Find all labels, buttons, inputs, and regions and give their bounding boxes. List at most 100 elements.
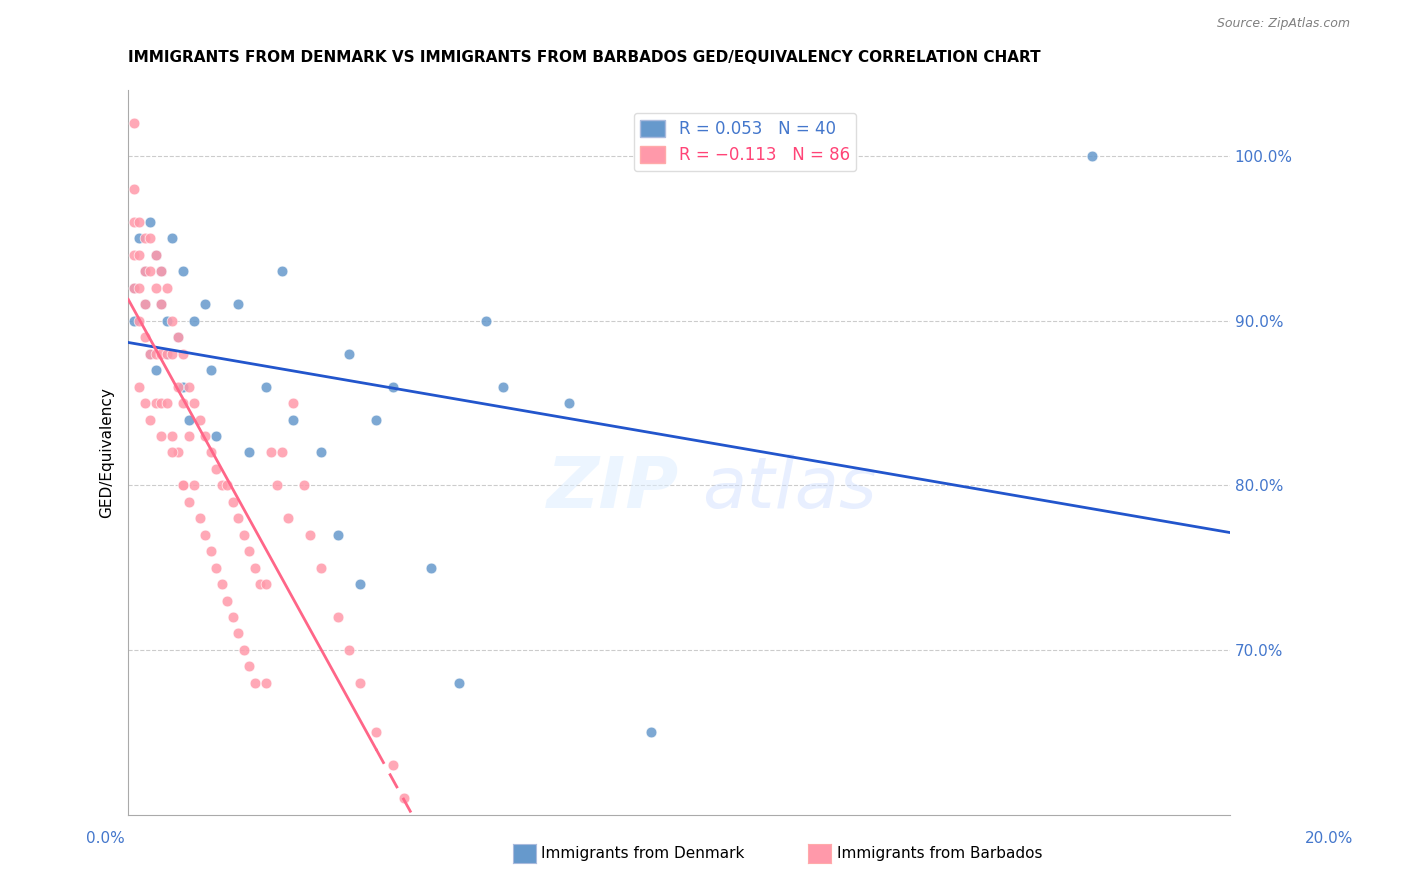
Text: Source: ZipAtlas.com: Source: ZipAtlas.com <box>1216 17 1350 29</box>
Point <box>162 346 184 360</box>
Point <box>139 346 162 360</box>
Point <box>150 297 173 311</box>
Point <box>139 264 162 278</box>
Point <box>128 248 150 262</box>
Point <box>128 231 150 245</box>
Point <box>283 412 305 426</box>
Point <box>162 445 184 459</box>
Legend: R = 0.053   N = 40, R = −0.113   N = 86: R = 0.053 N = 40, R = −0.113 N = 86 <box>634 113 856 171</box>
Point <box>139 231 162 245</box>
Point <box>309 560 332 574</box>
Point <box>122 182 145 196</box>
Text: IMMIGRANTS FROM DENMARK VS IMMIGRANTS FROM BARBADOS GED/EQUIVALENCY CORRELATION : IMMIGRANTS FROM DENMARK VS IMMIGRANTS FR… <box>128 50 1040 65</box>
Point <box>156 346 179 360</box>
Point <box>254 379 277 393</box>
Point <box>364 412 387 426</box>
Point <box>134 264 156 278</box>
Point <box>447 676 470 690</box>
Point <box>217 593 239 607</box>
Point <box>194 297 217 311</box>
Point <box>381 758 404 772</box>
Point <box>166 379 188 393</box>
Point <box>211 577 233 591</box>
Point <box>156 314 179 328</box>
Point <box>205 462 228 476</box>
Point <box>166 330 188 344</box>
Point <box>558 396 581 410</box>
Point <box>492 379 515 393</box>
Point <box>150 264 173 278</box>
Point <box>122 248 145 262</box>
Point <box>232 527 254 541</box>
Point <box>254 577 277 591</box>
Point <box>326 527 349 541</box>
Text: 0.0%: 0.0% <box>86 831 125 846</box>
Point <box>238 445 260 459</box>
Point <box>266 478 288 492</box>
Point <box>166 330 188 344</box>
Text: atlas: atlas <box>702 454 876 523</box>
Point <box>150 396 173 410</box>
Point <box>249 577 271 591</box>
Point <box>228 297 250 311</box>
Point <box>277 511 299 525</box>
Point <box>134 297 156 311</box>
Point <box>271 445 294 459</box>
Point <box>150 297 173 311</box>
Point <box>222 495 245 509</box>
Point <box>349 676 371 690</box>
Point <box>122 314 145 328</box>
Point <box>172 396 194 410</box>
Point <box>337 346 360 360</box>
Point <box>205 429 228 443</box>
Point <box>145 281 167 295</box>
Point <box>298 527 321 541</box>
Point <box>122 281 145 295</box>
Point <box>150 429 173 443</box>
Point <box>134 297 156 311</box>
Point <box>364 725 387 739</box>
Point <box>134 231 156 245</box>
Point <box>222 610 245 624</box>
Point <box>200 544 222 558</box>
Point <box>194 429 217 443</box>
Point <box>172 478 194 492</box>
Point <box>145 396 167 410</box>
Point <box>128 281 150 295</box>
Point <box>183 314 205 328</box>
Point <box>162 429 184 443</box>
Point <box>162 314 184 328</box>
Point <box>200 445 222 459</box>
Point <box>183 478 205 492</box>
Point <box>145 346 167 360</box>
Point <box>145 363 167 377</box>
Point <box>243 676 266 690</box>
Point <box>172 264 194 278</box>
Point <box>238 544 260 558</box>
Text: Immigrants from Barbados: Immigrants from Barbados <box>837 847 1042 861</box>
Point <box>172 379 194 393</box>
Text: Immigrants from Denmark: Immigrants from Denmark <box>541 847 745 861</box>
Point <box>349 577 371 591</box>
Point <box>177 379 200 393</box>
Point <box>166 445 188 459</box>
Point <box>228 626 250 640</box>
Point <box>232 643 254 657</box>
Point <box>194 527 217 541</box>
Point <box>128 215 150 229</box>
Point <box>188 511 211 525</box>
Text: ZIP: ZIP <box>547 454 679 523</box>
Point <box>420 560 443 574</box>
Point <box>177 429 200 443</box>
Point <box>205 560 228 574</box>
Point <box>228 511 250 525</box>
Point <box>172 478 194 492</box>
Point <box>1081 149 1104 163</box>
Point <box>150 264 173 278</box>
Point <box>475 314 498 328</box>
Point <box>254 676 277 690</box>
Point <box>128 314 150 328</box>
Point <box>271 264 294 278</box>
Point <box>283 396 305 410</box>
Point <box>150 346 173 360</box>
